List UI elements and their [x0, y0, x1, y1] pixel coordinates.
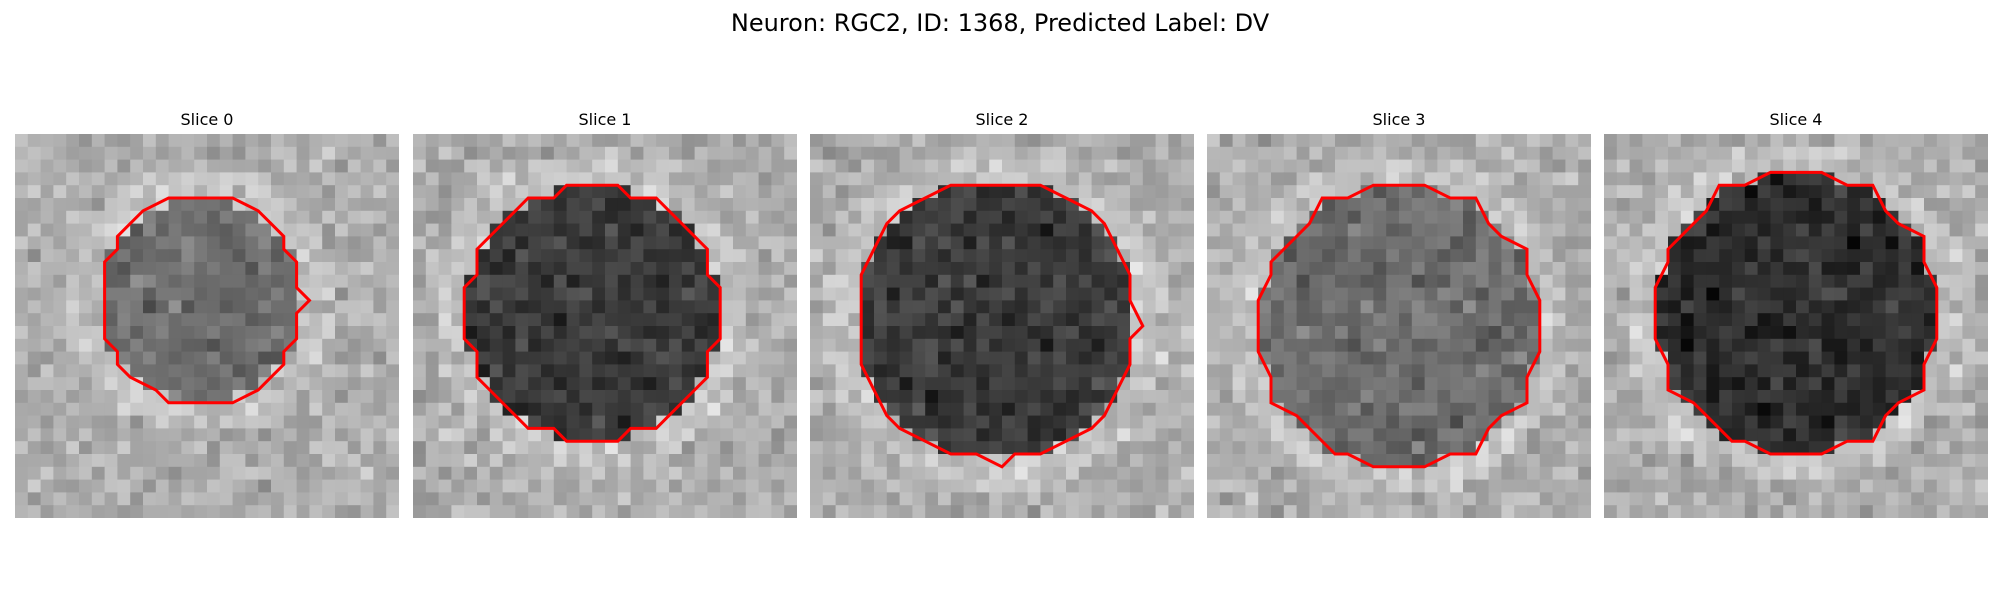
cell-contour-2	[859, 183, 1145, 469]
slice-panel-1: Slice 1	[413, 108, 797, 518]
slice-image-2	[810, 134, 1194, 518]
slice-title-0: Slice 0	[180, 110, 234, 129]
cell-contour-3	[1256, 183, 1542, 469]
cell-contour-0	[103, 196, 312, 405]
figure-title: Neuron: RGC2, ID: 1368, Predicted Label:…	[730, 9, 1270, 37]
cell-contour-1	[462, 183, 722, 443]
slice-panel-0: Slice 0	[15, 108, 399, 518]
slice-title-1: Slice 1	[578, 110, 632, 129]
slice-image-1	[413, 134, 797, 518]
slice-image-4	[1604, 134, 1988, 518]
slice-title-3: Slice 3	[1372, 110, 1426, 129]
slice-panel-4: Slice 4	[1604, 108, 1988, 518]
slice-title-4: Slice 4	[1769, 110, 1823, 129]
slice-image-0	[15, 134, 399, 518]
cell-contour-4	[1653, 170, 1939, 456]
slice-title-2: Slice 2	[975, 110, 1029, 129]
slice-panel-3: Slice 3	[1207, 108, 1591, 518]
slice-image-3	[1207, 134, 1591, 518]
slice-panel-2: Slice 2	[810, 108, 1194, 518]
